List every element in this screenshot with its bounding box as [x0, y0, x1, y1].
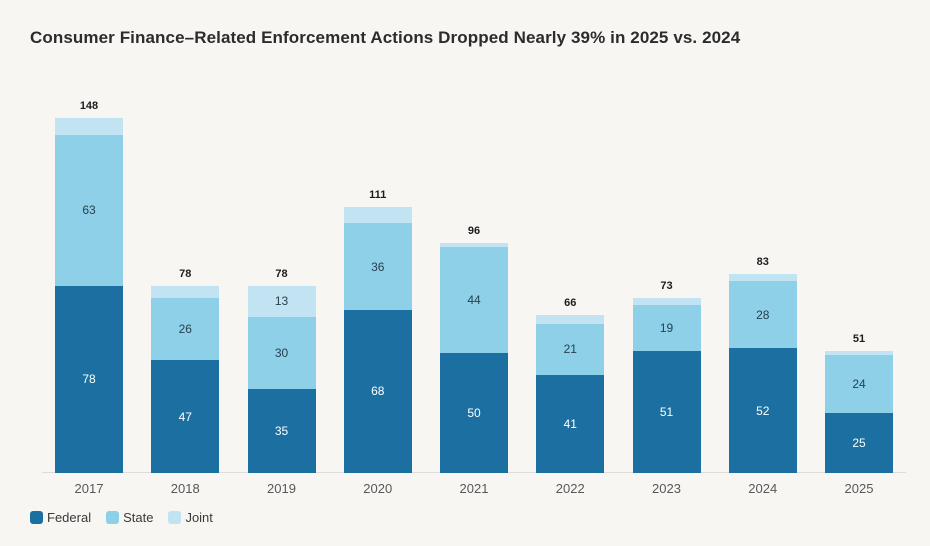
segment-value-label: 63: [82, 203, 96, 218]
bar-segment-federal-2023: 51: [632, 350, 701, 473]
bar-segment-joint-2022: [536, 314, 605, 325]
bar-segment-joint-2017: [55, 117, 123, 135]
bar-segment-state-2023: 19: [632, 305, 701, 351]
segment-value-label: 19: [659, 320, 674, 335]
total-value-label-2024: 83: [756, 255, 769, 268]
total-value-label-2019: 78: [275, 267, 288, 280]
legend-label-state: State: [123, 510, 154, 525]
bar-2023: 19 51: [632, 297, 701, 473]
segment-value-label: 30: [274, 346, 289, 361]
segment-value-label: 28: [756, 307, 770, 322]
segment-value-label: 44: [467, 293, 481, 308]
total-value-label-2021: 96: [467, 224, 481, 237]
bar-segment-federal-2018: 47: [151, 360, 220, 473]
bar-segment-joint-2019: 13: [247, 285, 316, 318]
x-axis-label-2017: 2017: [74, 481, 104, 496]
bar-segment-federal-2025: 25: [825, 413, 893, 473]
state-swatch-icon: [106, 511, 120, 524]
legend-item-federal: Federal: [30, 510, 91, 525]
bar-2024: 28 52: [728, 273, 797, 473]
segment-value-label: 35: [274, 423, 289, 438]
total-value-label-2025: 51: [852, 332, 866, 345]
bar-segment-federal-2020: 68: [343, 309, 412, 473]
bar-segment-joint-2018: [151, 285, 220, 298]
chart-legend: Federal State Joint: [30, 510, 228, 525]
segment-value-label: 41: [563, 416, 577, 431]
bar-segment-state-2021: 44: [440, 247, 508, 354]
legend-item-joint: Joint: [168, 510, 213, 525]
bar-segment-state-2017: 63: [55, 134, 123, 286]
segment-value-label: 52: [756, 403, 770, 418]
bar-segment-joint-2021: [440, 242, 508, 248]
bar-segment-joint-2025: [825, 350, 893, 356]
segment-value-label: 36: [371, 259, 385, 274]
x-axis-label-2022: 2022: [555, 481, 585, 496]
bar-segment-state-2018: 26: [151, 297, 220, 361]
x-axis-label-2025: 2025: [844, 481, 874, 496]
segment-value-label: 68: [371, 384, 385, 399]
x-axis-label-2020: 2020: [363, 481, 393, 496]
bar-segment-state-2025: 24: [825, 355, 893, 413]
bar-segment-state-2024: 28: [728, 281, 797, 349]
joint-swatch-icon: [168, 511, 182, 524]
bar-2020: 36 68: [343, 206, 412, 473]
x-axis-label-2018: 2018: [170, 481, 200, 496]
x-axis-label-2019: 2019: [267, 481, 296, 496]
segment-value-label: 24: [852, 377, 866, 392]
x-axis-label-2024: 2024: [748, 481, 778, 496]
segment-value-label: 51: [659, 404, 674, 419]
total-value-label-2018: 78: [179, 267, 192, 280]
bar-2021: 44 50: [440, 242, 508, 473]
segment-value-label: 25: [852, 435, 866, 450]
bar-segment-federal-2019: 35: [247, 389, 316, 473]
legend-item-state: State: [106, 510, 153, 525]
bar-segment-federal-2021: 50: [440, 353, 508, 473]
bar-2022: 21 41: [536, 314, 605, 473]
total-value-label-2023: 73: [660, 279, 673, 292]
bar-2017: 63 78: [55, 117, 123, 473]
segment-value-label: 50: [467, 406, 481, 420]
federal-swatch-icon: [30, 511, 43, 524]
bar-2019: 13 30 35: [247, 285, 316, 473]
total-value-label-2022: 66: [564, 296, 577, 309]
segment-value-label: 78: [82, 372, 96, 387]
bar-segment-federal-2017: 78: [55, 285, 123, 473]
legend-label-federal: Federal: [47, 510, 92, 525]
bar-segment-federal-2022: 41: [536, 374, 605, 473]
bar-segment-joint-2020: [343, 206, 412, 224]
bar-2025: 24 25: [825, 350, 893, 473]
bar-segment-federal-2024: 52: [728, 348, 797, 473]
chart-title: Consumer Finance–Related Enforcement Act…: [30, 28, 741, 47]
legend-label-joint: Joint: [185, 510, 213, 525]
total-value-label-2017: 148: [79, 99, 99, 112]
segment-value-label: 26: [178, 322, 192, 337]
total-value-label-2020: 111: [369, 188, 387, 201]
bar-segment-state-2019: 30: [247, 317, 316, 390]
segment-value-label: 47: [178, 409, 192, 424]
bar-segment-joint-2023: [632, 297, 701, 306]
bar-segment-state-2020: 36: [343, 223, 412, 310]
bar-segment-state-2022: 21: [536, 324, 605, 375]
bar-2018: 26 47: [151, 285, 220, 473]
x-axis-label-2021: 2021: [459, 481, 489, 496]
bar-segment-joint-2024: [728, 273, 797, 282]
segment-value-label: 21: [563, 342, 577, 357]
x-axis-label-2023: 2023: [652, 481, 681, 496]
segment-value-label: 13: [274, 294, 289, 309]
